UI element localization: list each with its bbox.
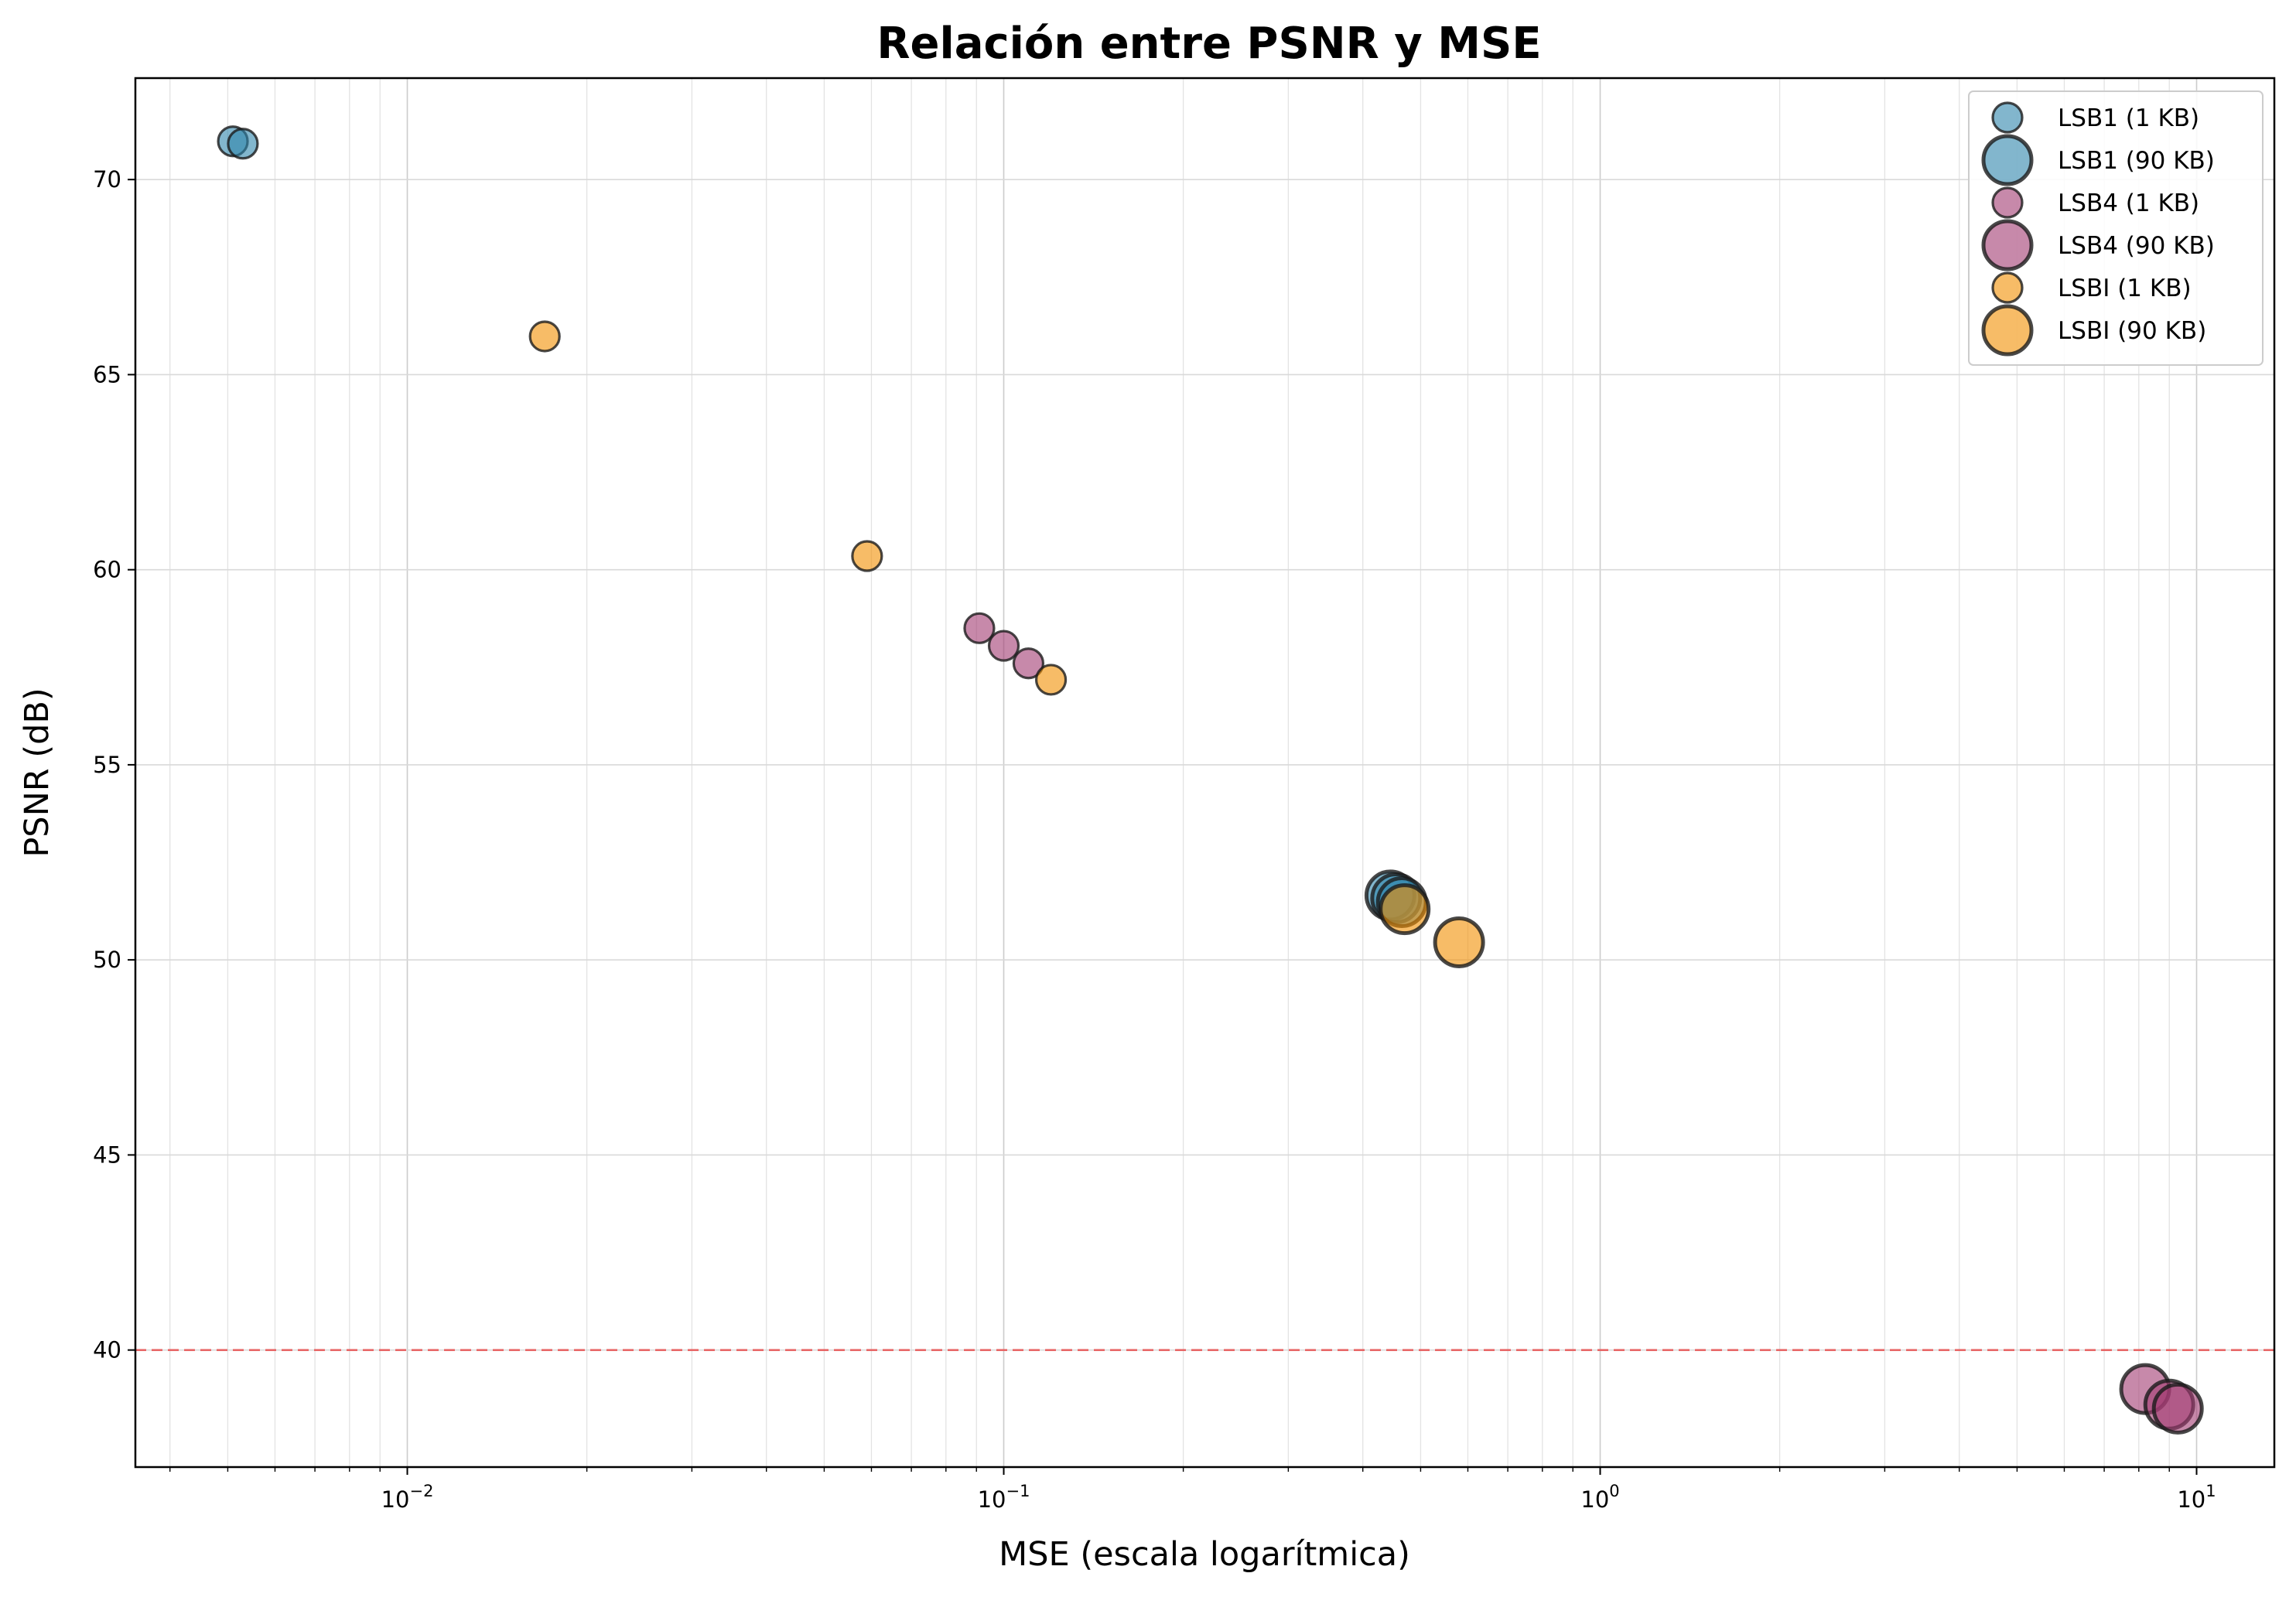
- series-group: [528, 320, 1068, 696]
- legend-marker: [1991, 186, 2024, 219]
- data-point: [1379, 883, 1431, 936]
- x-tick-label-base: 10: [381, 1486, 410, 1513]
- y-tick-label: 65: [93, 361, 121, 387]
- legend-marker: [1981, 219, 2034, 271]
- series-group: [217, 125, 259, 160]
- legend-marker: [1991, 101, 2024, 134]
- y-tick-label: 50: [93, 947, 121, 973]
- x-tick-label: 101: [2177, 1482, 2216, 1513]
- legend-marker: [1981, 304, 2034, 357]
- data-points-layer: [217, 125, 2204, 1435]
- y-tick-label: 55: [93, 752, 121, 778]
- data-point: [851, 540, 883, 572]
- legend-label: LSBI (90 KB): [2058, 317, 2206, 345]
- legend-box: [1968, 90, 2264, 366]
- x-tick-label-base: 10: [978, 1486, 1006, 1513]
- series-group: [1379, 883, 1485, 968]
- data-point: [528, 320, 561, 353]
- x-tick-label-base: 10: [1580, 1486, 1609, 1513]
- legend-label: LSB1 (90 KB): [2058, 147, 2215, 175]
- y-tick-label: 70: [93, 166, 121, 193]
- data-point: [1433, 916, 1485, 968]
- x-tick-label-base: 10: [2177, 1486, 2205, 1513]
- grid-layer: [135, 78, 2274, 1467]
- x-tick-label-exponent: −2: [409, 1482, 433, 1500]
- legend-label: LSBI (1 KB): [2058, 275, 2192, 302]
- data-point: [987, 630, 1020, 662]
- x-tick-label: 100: [1580, 1482, 1619, 1513]
- x-tick-label-exponent: 1: [2205, 1482, 2216, 1500]
- x-tick-label: 10−1: [978, 1482, 1030, 1513]
- data-point: [1012, 647, 1045, 680]
- x-tick-label-exponent: 0: [1609, 1482, 1619, 1500]
- data-point: [2151, 1382, 2204, 1435]
- series-group: [2119, 1363, 2204, 1435]
- plot-frame: [134, 77, 2276, 1469]
- x-axis-label: MSE (escala logarítmica): [999, 1535, 1410, 1574]
- data-point: [227, 128, 259, 160]
- data-point: [963, 612, 996, 644]
- x-tick-label-exponent: −1: [1006, 1482, 1030, 1500]
- y-tick-label: 45: [93, 1141, 121, 1168]
- y-axis-label: PSNR (dB): [18, 688, 56, 857]
- chart-title: Relación entre PSNR y MSE: [876, 19, 1541, 69]
- legend-label: LSB1 (1 KB): [2058, 104, 2199, 132]
- y-tick-label: 60: [93, 557, 121, 583]
- legend-label: LSB4 (90 KB): [2058, 232, 2215, 260]
- legend-marker: [1981, 134, 2034, 186]
- y-tick-label: 40: [93, 1337, 121, 1363]
- legend-marker: [1991, 271, 2024, 304]
- legend: LSB1 (1 KB) LSB1 (90 KB) LSB4 (1 KB) LSB4 (…: [1968, 90, 2264, 366]
- data-point: [1034, 664, 1068, 696]
- x-tick-label: 10−2: [381, 1482, 434, 1513]
- series-group: [963, 612, 1045, 680]
- legend-label: LSB4 (1 KB): [2058, 189, 2199, 217]
